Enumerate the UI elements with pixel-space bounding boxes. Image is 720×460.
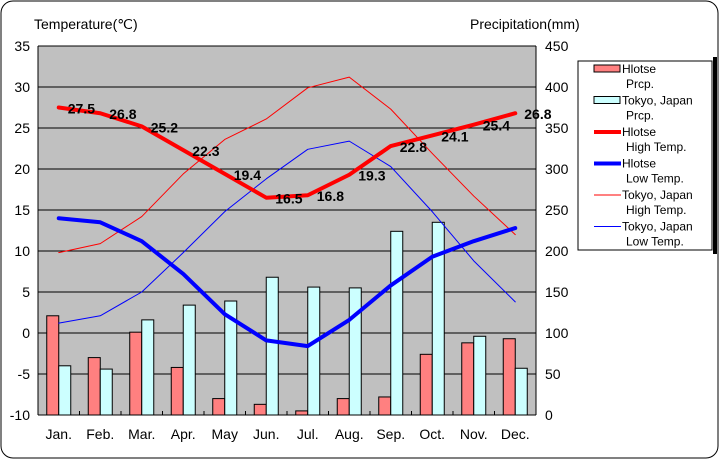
legend-label: Tokyo, Japan <box>622 188 693 202</box>
left-tick-label: 5 <box>22 284 30 300</box>
data-label: 25.4 <box>483 118 510 134</box>
bar-0-7 <box>336 398 350 416</box>
bar-1-3 <box>182 304 196 416</box>
legend-label: Low Temp. <box>626 172 684 186</box>
bar-0-8 <box>378 396 392 416</box>
bar-1-8 <box>390 230 404 416</box>
legend-shadow <box>713 57 717 254</box>
data-label: 25.2 <box>151 119 178 135</box>
x-tick-label: Aug. <box>335 426 364 442</box>
bar-0-6 <box>295 410 309 416</box>
bar-1-10 <box>473 335 487 416</box>
bar-0-9 <box>419 353 433 416</box>
data-label: 26.8 <box>109 106 136 122</box>
legend-label: High Temp. <box>626 203 686 217</box>
right-tick-label: 250 <box>545 202 569 218</box>
bar-0-10 <box>461 342 475 416</box>
x-tick-label: Nov. <box>460 426 488 442</box>
data-label: 22.8 <box>400 139 427 155</box>
bar-0-11 <box>502 338 516 416</box>
left-tick-label: 30 <box>14 79 30 95</box>
bar-1-9 <box>431 221 445 416</box>
right-tick-label: 50 <box>545 366 561 382</box>
left-tick-label: -5 <box>18 366 31 382</box>
x-tick-label: Feb. <box>86 426 114 442</box>
x-tick-label: Oct. <box>419 426 445 442</box>
legend-label: Prcp. <box>626 77 654 91</box>
legend-label: Hlotse <box>622 62 656 76</box>
right-tick-label: 350 <box>545 120 569 136</box>
bar-1-7 <box>348 287 362 416</box>
data-label: 19.3 <box>358 168 385 184</box>
left-tick-label: 20 <box>14 161 30 177</box>
legend-swatch-0 <box>593 64 621 73</box>
bar-1-4 <box>224 300 238 416</box>
legend-label: High Temp. <box>626 140 686 154</box>
data-label: 27.5 <box>68 101 95 117</box>
bar-1-5 <box>265 276 279 416</box>
left-tick-label: -10 <box>10 407 30 423</box>
bar-0-0 <box>46 315 60 416</box>
right-tick-label: 450 <box>545 38 569 54</box>
right-tick-label: 400 <box>545 79 569 95</box>
line-series-5 <box>58 140 516 324</box>
right-tick-label: 100 <box>545 325 569 341</box>
bar-0-4 <box>212 398 226 416</box>
right-tick-label: 300 <box>545 161 569 177</box>
bar-0-5 <box>253 403 267 416</box>
bar-1-11 <box>514 367 528 416</box>
bar-1-2 <box>141 319 155 416</box>
legend-label: Tokyo, Japan <box>622 220 693 234</box>
legend-label: Hlotse <box>622 157 656 171</box>
bar-0-2 <box>129 331 143 416</box>
x-tick-label: Dec. <box>501 426 530 442</box>
x-tick-label: Apr. <box>171 426 196 442</box>
data-label: 22.3 <box>192 143 219 159</box>
left-tick-label: 0 <box>22 325 30 341</box>
x-tick-label: Sep. <box>376 426 405 442</box>
right-axis-title: Precipitation(mm) <box>470 16 580 32</box>
data-label: 26.8 <box>524 106 551 122</box>
x-tick-label: Jun. <box>253 426 279 442</box>
data-label: 16.5 <box>275 191 302 207</box>
legend-label: Low Temp. <box>626 235 684 249</box>
right-tick-label: 150 <box>545 284 569 300</box>
left-tick-label: 25 <box>14 120 30 136</box>
bar-1-1 <box>99 368 113 416</box>
left-tick-label: 15 <box>14 202 30 218</box>
bar-1-6 <box>307 286 321 416</box>
bar-0-3 <box>170 366 184 416</box>
x-tick-label: May <box>212 426 238 442</box>
bar-1-0 <box>58 365 72 416</box>
right-tick-label: 0 <box>545 407 553 423</box>
left-tick-label: 35 <box>14 38 30 54</box>
data-label: 16.8 <box>317 188 344 204</box>
x-tick-label: Mar. <box>128 426 155 442</box>
line-series-3 <box>56 216 518 349</box>
legend-label: Tokyo, Japan <box>622 94 693 108</box>
legend-label: Hlotse <box>622 125 656 139</box>
left-axis-title: Temperature(℃) <box>34 16 138 32</box>
data-label: 19.4 <box>234 167 261 183</box>
data-label: 24.1 <box>441 128 468 144</box>
bar-0-1 <box>87 357 101 416</box>
right-tick-label: 200 <box>545 243 569 259</box>
legend-swatch-1 <box>593 96 621 104</box>
x-tick-label: Jul. <box>297 426 319 442</box>
left-tick-label: 10 <box>14 243 30 259</box>
legend-label: Prcp. <box>626 109 654 123</box>
line-series-4 <box>58 76 516 254</box>
x-tick-label: Jan. <box>46 426 72 442</box>
line-series-2 <box>56 105 518 200</box>
